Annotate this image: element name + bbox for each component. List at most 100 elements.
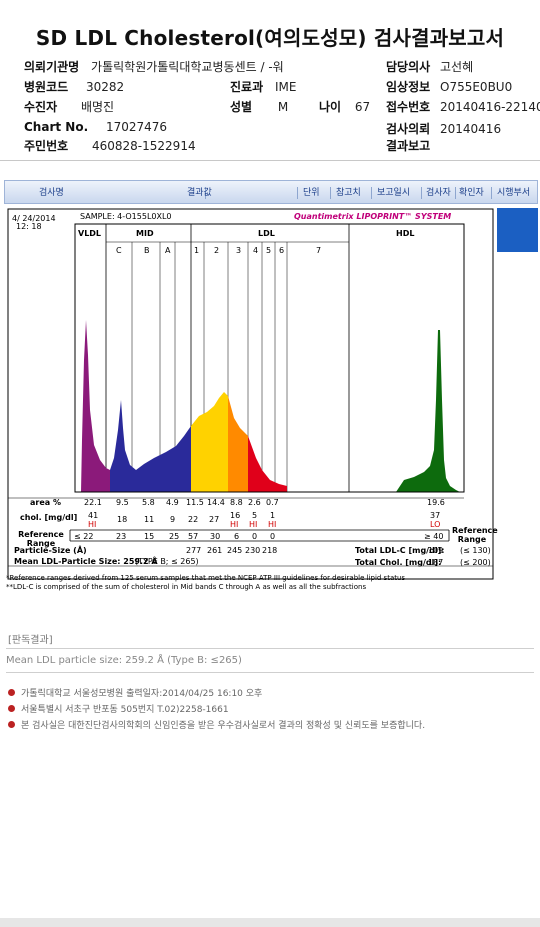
tab-result[interactable]: 결과값 [187,188,212,198]
chol-value: 22 [188,515,199,524]
area-row-label: area % [30,498,61,507]
hospital-code-field: 병원코드 30282 [24,78,124,95]
clinical-field: 임상정보 O755E0BU0 [386,78,512,95]
sex-label: 성별 [230,100,253,114]
tab-divider [371,187,372,199]
tab-divider [330,187,331,199]
tab-divider [421,187,422,199]
hospital-code-label: 병원코드 [24,80,69,94]
area-value: 4.9 [166,498,179,507]
clinical-value: O755E0BU0 [440,80,513,94]
zone-label-vldl: VLDL [78,229,102,238]
request-label: 검사의뢰 [386,122,431,136]
band-label: 6 [279,246,285,255]
band-label: 2 [214,246,220,255]
chol-value: 5 [252,511,258,520]
chart-field: Chart No. 17027476 [24,120,167,134]
total-ldl-value: 109 [428,546,444,555]
bullet-icon [8,721,15,728]
institution-value: 가톨릭학원가톨릭대학교 [91,60,213,74]
note-text: 가톨릭대학교 서울성모병원 출력일자:2014/04/25 16:10 오후 [21,689,263,699]
age-label: 나이 [319,100,342,114]
report-time: 12: 18 [16,222,42,231]
report-date: 4/ 24/2014 [12,214,56,223]
chart-value: 17027476 [105,120,168,134]
zone-label-ldl: LDL [258,229,275,238]
receipt-field: 접수번호 20140416-22140 [386,98,540,115]
clinical-label: 임상정보 [386,80,431,94]
total-chol-label: Total Chol. [mg/dl]: [355,558,442,567]
flag-high: HI [230,520,239,529]
ref-range-header: Reference Range [452,526,498,544]
report-label: 결과보고 [386,139,431,153]
verdict-text: Mean LDL particle size: 259.2 Å (Type B:… [6,655,242,666]
ref-value: 25 [169,532,180,541]
footnote-ldl: **LDL-C is comprised of the sum of chole… [6,583,367,591]
band-label: C [116,246,122,255]
sex-field: 성별 M [230,98,288,115]
institution-field: 의뢰기관명 가톨릭학원가톨릭대학교병동센트 / -워 [24,58,284,75]
chol-value: 11 [144,515,155,524]
lipoprint-report: 검사명 결과값 단위 참고치 보고일시 검사자 확인자 시행부서 [4,180,538,600]
verdict-title: [판독결과] [8,635,53,646]
tab-department[interactable]: 시행부서 [497,188,531,198]
side-panel [497,208,538,252]
band-label: A [165,246,171,255]
age-value: 67 [354,100,371,114]
tab-report-time[interactable]: 보고일시 [377,188,411,198]
flag-high: HI [88,520,97,529]
bottom-bar [0,918,540,927]
chol-value: 18 [117,515,128,524]
examinee-value: 배명진 [80,100,115,114]
tab-unit[interactable]: 단위 [303,188,320,198]
tab-divider [491,187,492,199]
tab-test-name[interactable]: 검사명 [39,188,64,198]
doctor-value: 고선혜 [440,60,474,74]
note-text: 본 검사실은 대한진단검사의학회의 신임인증을 받은 우수검사실로서 결과의 정… [21,721,426,731]
plot-frame [74,223,465,493]
band-label: 1 [194,246,200,255]
tab-divider [297,187,298,199]
verdict-divider [6,672,534,673]
zone-label-mid: MID [136,229,154,238]
ref-value: ≥ 40 [424,532,444,541]
chol-row-label: chol. [mg/dl] [20,513,78,522]
vldl-peak [81,320,110,492]
tab-confirmer[interactable]: 확인자 [459,188,484,198]
request-field: 검사의뢰 20140416 [386,120,501,137]
area-value: 0.7 [266,498,279,507]
ref-value: 0 [270,532,276,541]
ref-row-label: Reference Range [18,530,64,548]
receipt-value: 20140416-22140 [440,100,540,114]
chol-value: 27 [209,515,220,524]
band-label: 5 [266,246,272,255]
area-value: 2.6 [248,498,261,507]
total-chol-value: 187 [428,558,444,567]
particle-value: 277 [186,546,202,555]
particle-value: 230 [245,546,261,555]
rrn-label: 주민번호 [24,139,69,153]
tab-divider [205,187,206,199]
ward-label: 병동센트 / -워 [212,60,284,74]
particle-value: 218 [262,546,278,555]
note-address: 서울특별시 서초구 반포동 505번지 T.02)2258-1661 [8,702,229,715]
sample-id: SAMPLE: 4-O155L0XL0 [80,212,172,221]
examinee-field: 수진자 배명진 [24,98,114,115]
tab-reference[interactable]: 참고치 [336,188,361,198]
area-value: 5.8 [142,498,155,507]
dept-field: 진료과 IME [230,78,296,95]
tab-tester[interactable]: 검사자 [426,188,451,198]
doctor-field: 담당의사 고선혜 [386,58,473,75]
request-value: 20140416 [440,122,502,136]
figure-frame [7,208,494,580]
particle-value: 245 [227,546,243,555]
ldl-yellow-peak [191,392,228,492]
dept-label: 진료과 [230,80,264,94]
brand-logo: Quantimetrix LIPOPRINT™ SYSTEM [294,212,452,221]
receipt-label: 접수번호 [386,100,431,114]
rrn-field: 주민번호 460828-1522914 [24,137,196,154]
area-value: 19.6 [427,498,445,507]
rrn-value: 460828-1522914 [92,139,196,153]
ref-value: ≤ 22 [74,532,94,541]
